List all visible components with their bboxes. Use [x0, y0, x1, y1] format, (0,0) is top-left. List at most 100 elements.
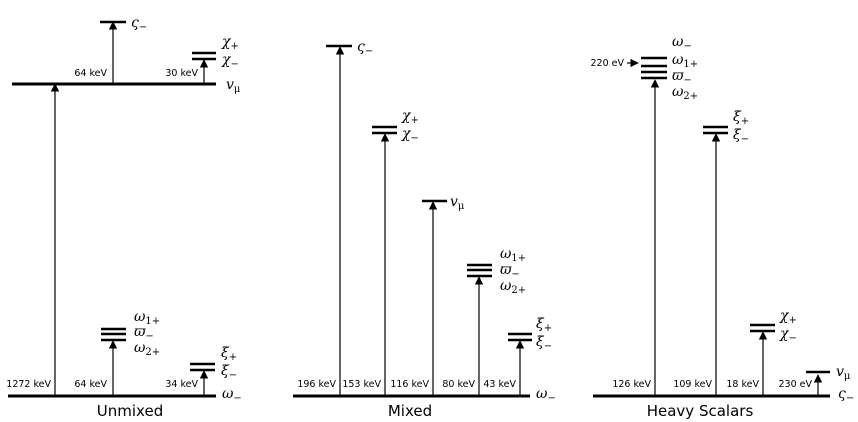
label-sub: +: [229, 352, 237, 363]
panel-title: Heavy Scalars: [647, 402, 754, 420]
label-base: ω: [500, 246, 512, 262]
transition-label: 43 keV: [483, 379, 516, 390]
label-sub: −: [233, 393, 241, 404]
level-label: χ+: [221, 34, 239, 52]
level-label: ξ+: [221, 345, 237, 363]
transition-label: 64 keV: [74, 68, 107, 79]
level-label: χ+: [401, 108, 419, 126]
label-sub: −: [788, 333, 796, 344]
label-base: ϖ: [500, 262, 512, 278]
level-label: ς−: [131, 15, 147, 33]
label-base: ξ: [733, 109, 742, 125]
label-sub: 1+: [145, 316, 160, 327]
label-base: ξ: [221, 345, 230, 361]
panel-title: Unmixed: [97, 402, 163, 420]
level-label: ϖ−: [500, 262, 520, 280]
transition-label: 153 keV: [342, 379, 381, 390]
level-label: ξ−: [536, 334, 552, 352]
level-label: vμ: [226, 77, 241, 95]
label-base: χ: [779, 326, 790, 342]
label-base: ω: [672, 84, 684, 100]
transition-label: 18 keV: [726, 379, 759, 390]
label-sub: 2+: [683, 91, 698, 102]
label-base: ξ: [536, 334, 545, 350]
label-sub: +: [741, 116, 749, 127]
transition-label: 80 keV: [442, 379, 475, 390]
label-base: ξ: [221, 363, 230, 379]
label-sub: −: [230, 59, 238, 70]
level-label: ω1+: [500, 246, 526, 264]
transition-label: 30 keV: [165, 68, 198, 79]
transition-label: 64 keV: [74, 379, 107, 390]
label-sub: −: [741, 134, 749, 145]
level-label: χ−: [221, 52, 239, 70]
level-label: ω1+: [672, 52, 698, 70]
transition-label: 230 eV: [779, 379, 813, 390]
level-label: vμ: [450, 194, 465, 212]
label-base: v: [836, 364, 844, 380]
level-label: χ+: [779, 308, 797, 326]
label-base: ω: [134, 309, 146, 325]
transition-label: 116 keV: [390, 379, 429, 390]
level-label: ω−: [536, 386, 556, 404]
transition-label: 34 keV: [165, 379, 198, 390]
label-sub: −: [410, 133, 418, 144]
level-label: ω−: [672, 34, 692, 52]
label-sub: −: [544, 341, 552, 352]
level-label: ω1+: [134, 309, 160, 327]
level-label: ω−: [222, 386, 242, 404]
label-base: ξ: [536, 316, 545, 332]
transition-label: 196 keV: [297, 379, 336, 390]
label-sub: μ: [458, 201, 465, 212]
panel-title: Mixed: [388, 402, 432, 420]
label-base: ς: [357, 39, 365, 55]
label-base: χ: [779, 308, 790, 324]
level-label: ϖ−: [134, 324, 154, 342]
transition-label: 126 keV: [612, 379, 651, 390]
label-sub: μ: [234, 84, 241, 95]
label-base: ω: [222, 386, 234, 402]
label-base: χ: [401, 108, 412, 124]
label-sub: −: [511, 269, 519, 280]
label-base: v: [226, 77, 234, 93]
level-label: ϖ−: [672, 68, 692, 86]
label-base: ω: [672, 52, 684, 68]
level-label: ς−: [357, 39, 373, 57]
label-base: χ: [221, 52, 232, 68]
label-base: ϖ: [134, 324, 146, 340]
label-sub: −: [683, 41, 691, 52]
label-sub: μ: [844, 371, 851, 382]
label-base: ω: [134, 340, 146, 356]
label-sub: 1+: [511, 253, 526, 264]
level-label: ξ+: [536, 316, 552, 334]
level-label: ξ−: [221, 363, 237, 381]
label-sub: +: [230, 41, 238, 52]
label-base: χ: [221, 34, 232, 50]
label-base: ϖ: [672, 68, 684, 84]
label-sub: −: [365, 46, 373, 57]
label-sub: −: [139, 22, 147, 33]
label-sub: +: [544, 323, 552, 334]
label-sub: +: [410, 115, 418, 126]
level-label: ξ+: [733, 109, 749, 127]
transition-label: 1272 keV: [6, 379, 51, 390]
label-base: v: [450, 194, 458, 210]
label-sub: −: [547, 393, 555, 404]
level-label: χ−: [401, 126, 419, 144]
label-base: ω: [500, 278, 512, 294]
label-sub: +: [788, 315, 796, 326]
label-base: ς: [131, 15, 139, 31]
level-label: ξ−: [733, 127, 749, 145]
label-base: ς: [838, 386, 846, 402]
label-base: ξ: [733, 127, 742, 143]
annotation: 220 eV: [591, 58, 625, 69]
label-sub: 2+: [145, 347, 160, 358]
label-base: ω: [672, 34, 684, 50]
level-label: ω2+: [500, 278, 526, 296]
label-sub: −: [683, 75, 691, 86]
level-label: ω2+: [134, 340, 160, 358]
level-label: ς−: [838, 386, 854, 404]
label-sub: −: [145, 331, 153, 342]
label-base: ω: [536, 386, 548, 402]
